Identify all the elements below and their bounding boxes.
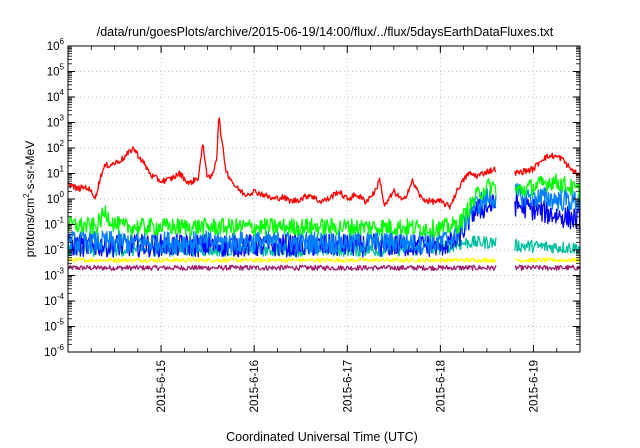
x-tick-label: 2015-6-16 — [249, 360, 261, 412]
x-axis: 2015-6-15 2015-6-16 2015-6-17 2015-6-18 2015… — [90, 46, 581, 412]
series-line — [67, 264, 581, 272]
y-tick-label: 10-6 — [44, 343, 64, 359]
series-line — [67, 257, 581, 263]
y-tick-label: 102 — [47, 139, 65, 155]
y-tick-label: 10-2 — [44, 241, 64, 257]
y-tick-label: 106 — [47, 37, 65, 53]
y-tick-label: 10-4 — [44, 292, 64, 308]
y-tick-label: 103 — [47, 114, 65, 130]
series-group — [67, 117, 581, 272]
y-tick-label: 100 — [47, 190, 65, 206]
y-axis-label-suffix: -s-sr-MeV — [23, 141, 37, 194]
series-line — [67, 173, 581, 238]
y-axis-label: protons/cm2-s-sr-MeV — [22, 141, 37, 257]
x-axis-label: Coordinated Universal Time (UTC) — [226, 430, 418, 444]
chart-title: /data/run/goesPlots/archive/2015-06-19/1… — [97, 25, 554, 39]
y-tick-label: 10-5 — [44, 318, 64, 334]
y-tick-label: 104 — [47, 88, 65, 104]
x-tick-label: 2015-6-15 — [156, 360, 168, 412]
y-axis-label-prefix: protons/cm — [23, 198, 37, 257]
x-tick-label: 2015-6-17 — [342, 360, 354, 412]
y-axis: 10-6 10-5 10-4 10-3 10-2 10-1 100 101 102 103 104 1… — [44, 37, 580, 359]
y-tick-label: 10-3 — [44, 267, 64, 283]
y-tick-label: 105 — [47, 63, 65, 79]
series-line — [67, 117, 581, 210]
y-tick-label: 10-1 — [44, 216, 64, 232]
y-tick-label: 101 — [47, 165, 65, 181]
series-line — [67, 182, 581, 255]
x-tick-label: 2015-6-19 — [528, 360, 540, 412]
y-axis-label-sup: 2 — [22, 193, 31, 198]
x-tick-label: 2015-6-18 — [435, 360, 447, 412]
